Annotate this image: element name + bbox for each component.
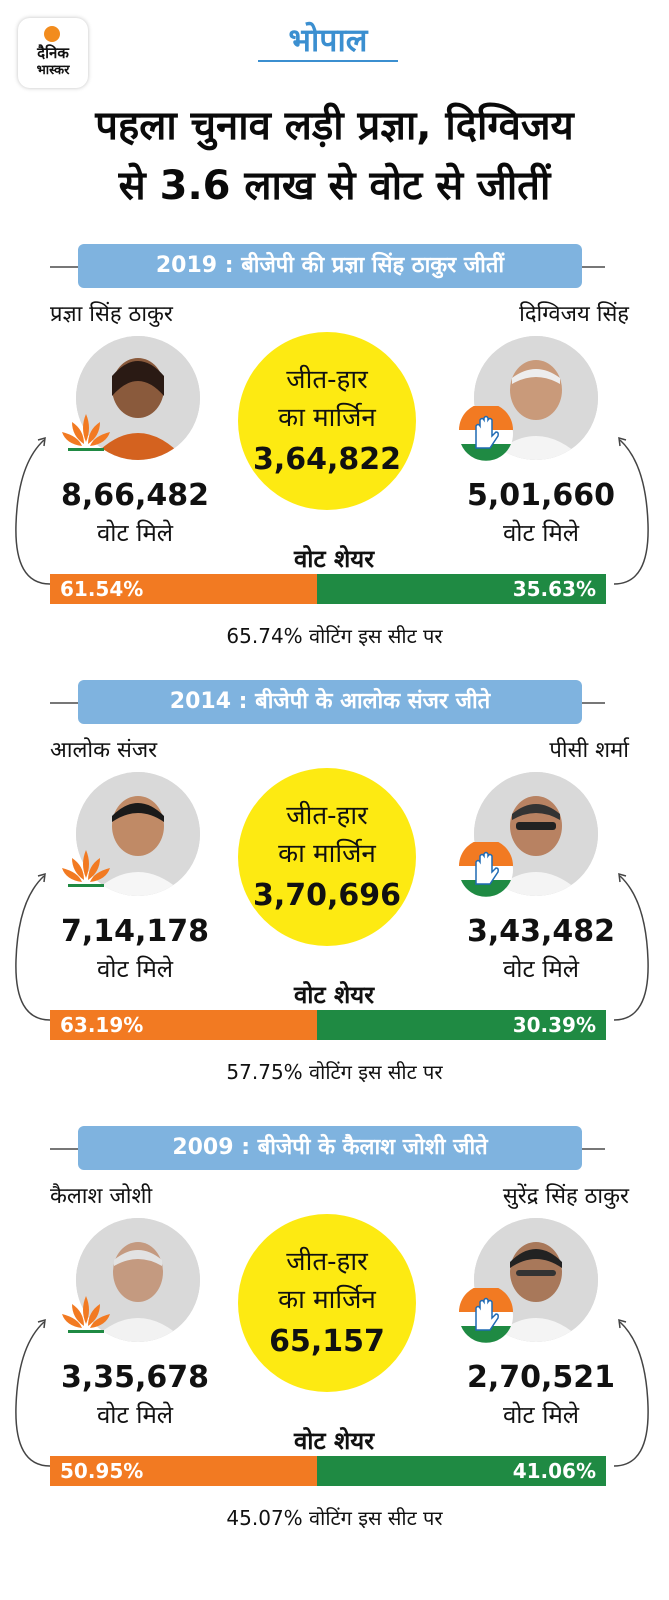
vote-share-bar: 50.95% 41.06% xyxy=(50,1456,606,1486)
election-section-2014: 2014 : बीजेपी के आलोक संजर जीते आलोक संज… xyxy=(0,680,669,1120)
inc-candidate-name: दिग्विजय सिंह xyxy=(519,302,629,327)
vote-share-bar: 63.19% 30.39% xyxy=(50,1010,606,1040)
inc-candidate-name: पीसी शर्मा xyxy=(549,738,629,763)
vote-share-title: वोट शेयर xyxy=(293,981,375,1009)
section-title: 2019 : बीजेपी की प्रज्ञा सिंह ठाकुर जीती… xyxy=(78,244,582,288)
bjp-votes: 7,14,178 xyxy=(60,914,210,949)
inc-votes: 3,43,482 xyxy=(466,914,616,949)
congress-hand-icon xyxy=(459,842,513,897)
bjp-share-text: 50.95% xyxy=(60,1459,144,1483)
inc-share-text: 35.63% xyxy=(512,577,596,601)
bjp-votes-label: वोट मिले xyxy=(96,1401,174,1429)
logo-text-line1: दैनिक xyxy=(37,44,69,62)
inc-votes-label: वोट मिले xyxy=(502,955,580,983)
left-curved-arrow-icon xyxy=(15,1318,51,1467)
inc-share-text: 30.39% xyxy=(512,1013,596,1037)
bjp-lotus-icon xyxy=(62,850,110,887)
bjp-share-fill xyxy=(50,1010,317,1040)
headline-line2: से 3.6 लाख से वोट से जीतीं xyxy=(118,163,551,209)
vote-share-title: वोट शेयर xyxy=(293,1427,375,1455)
right-curved-arrow-icon xyxy=(613,436,649,585)
inc-votes: 5,01,660 xyxy=(466,478,616,513)
bjp-share-fill xyxy=(50,1456,317,1486)
margin-value: 3,70,696 xyxy=(252,878,402,913)
dainik-bhaskar-logo: दैनिक भास्कर xyxy=(18,18,88,88)
logo-text-line2: भास्कर xyxy=(36,63,70,78)
inc-candidate-photo xyxy=(474,772,598,896)
inc-share-text: 41.06% xyxy=(512,1459,596,1483)
sun-icon xyxy=(44,26,60,42)
inc-candidate-name: सुरेंद्र सिंह ठाकुर xyxy=(502,1184,629,1209)
margin-value: 65,157 xyxy=(269,1324,385,1359)
bjp-candidate-photo xyxy=(76,772,200,896)
turnout-text: 57.75% वोटिंग इस सीट पर xyxy=(226,1060,443,1084)
bjp-votes-label: वोट मिले xyxy=(96,519,174,547)
margin-value: 3,64,822 xyxy=(252,442,402,477)
margin-label-line2: का मार्जिन xyxy=(278,1285,376,1315)
victory-margin-circle: जीत-हार का मार्जिन 65,157 xyxy=(238,1214,416,1392)
left-curved-arrow-icon xyxy=(15,436,51,585)
inc-candidate-photo xyxy=(474,336,598,460)
bjp-share-fill xyxy=(50,574,317,604)
bjp-candidate-name: प्रज्ञा सिंह ठाकुर xyxy=(50,302,173,327)
bjp-votes-label: वोट मिले xyxy=(96,955,174,983)
bjp-lotus-icon xyxy=(62,414,110,451)
section-title: 2014 : बीजेपी के आलोक संजर जीते xyxy=(78,680,582,724)
bjp-share-text: 61.54% xyxy=(60,577,144,601)
margin-label-line1: जीत-हार xyxy=(286,365,368,395)
margin-label-line2: का मार्जिन xyxy=(278,403,376,433)
margin-label-line1: जीत-हार xyxy=(286,1247,368,1277)
inc-votes: 2,70,521 xyxy=(466,1360,616,1395)
margin-label-line1: जीत-हार xyxy=(286,801,368,831)
inc-votes-label: वोट मिले xyxy=(502,1401,580,1429)
vote-share-bar: 61.54% 35.63% xyxy=(50,574,606,604)
left-curved-arrow-icon xyxy=(15,872,51,1021)
election-section-2009: 2009 : बीजेपी के कैलाश जोशी जीते कैलाश ज… xyxy=(0,1126,669,1566)
bjp-candidate-name: कैलाश जोशी xyxy=(50,1184,153,1209)
bjp-candidate-name: आलोक संजर xyxy=(50,738,158,763)
inc-votes-label: वोट मिले xyxy=(502,519,580,547)
turnout-text: 65.74% वोटिंग इस सीट पर xyxy=(226,624,443,648)
city-title: भोपाल xyxy=(288,21,368,59)
victory-margin-circle: जीत-हार का मार्जिन 3,70,696 xyxy=(238,768,416,946)
section-title: 2009 : बीजेपी के कैलाश जोशी जीते xyxy=(78,1126,582,1170)
vote-share-title: वोट शेयर xyxy=(293,545,375,573)
bjp-share-text: 63.19% xyxy=(60,1013,144,1037)
right-curved-arrow-icon xyxy=(613,872,649,1021)
victory-margin-circle: जीत-हार का मार्जिन 3,64,822 xyxy=(238,332,416,510)
headline-line1: पहला चुनाव लड़ी प्रज्ञा, दिग्विजय xyxy=(95,103,574,149)
bjp-votes: 3,35,678 xyxy=(60,1360,210,1395)
bjp-lotus-icon xyxy=(62,1296,110,1333)
congress-hand-icon xyxy=(459,1288,513,1343)
margin-label-line2: का मार्जिन xyxy=(278,839,376,869)
turnout-text: 45.07% वोटिंग इस सीट पर xyxy=(226,1506,443,1530)
congress-hand-icon xyxy=(459,406,513,461)
election-section-2019: 2019 : बीजेपी की प्रज्ञा सिंह ठाकुर जीती… xyxy=(0,244,669,684)
city-underline xyxy=(258,60,398,62)
right-curved-arrow-icon xyxy=(613,1318,649,1467)
inc-candidate-photo xyxy=(474,1218,598,1342)
bjp-votes: 8,66,482 xyxy=(60,478,210,513)
